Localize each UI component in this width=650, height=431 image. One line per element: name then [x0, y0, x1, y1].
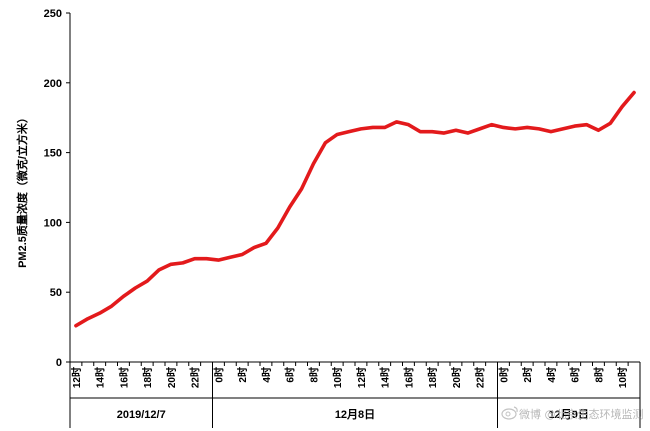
x-tick-label: 8时 [307, 367, 320, 383]
x-tick-label: 18时 [141, 367, 154, 388]
x-tick-label: 0时 [497, 367, 510, 383]
y-tick-label: 250 [44, 8, 62, 20]
watermark: 微博 @北京生态环境监测 [501, 406, 644, 421]
date-group-label: 12月9日 [549, 408, 589, 421]
x-tick-label: 8时 [592, 367, 605, 383]
y-tick-label: 50 [50, 287, 62, 299]
axes [69, 13, 640, 363]
x-tick-label: 22时 [189, 367, 202, 388]
x-tick-label: 20时 [450, 367, 463, 388]
x-tick-label: 14时 [379, 367, 392, 388]
x-tick-label: 10时 [331, 367, 344, 388]
y-tick-label: 150 [44, 148, 62, 160]
x-tick-label: 4时 [545, 367, 558, 383]
pm25-series-line [74, 90, 636, 328]
x-tick-label: 12时 [355, 367, 368, 388]
y-tick-label: 100 [44, 217, 62, 229]
date-group-label: 12月8日 [335, 408, 375, 421]
x-tick-label: 2时 [236, 367, 249, 383]
x-tick-label: 6时 [284, 367, 297, 383]
series-layer [74, 90, 636, 328]
x-tick-label: 18时 [426, 367, 439, 388]
y-axis-label: PM2.5质量浓度（微克/立方米） [15, 112, 29, 268]
y-tick-label: 200 [44, 78, 62, 90]
weibo-logo-icon [501, 406, 518, 420]
x-tick-label: 20时 [165, 367, 178, 388]
x-tick-label: 2时 [521, 367, 534, 383]
date-group-labels: 2019/12/7 12月8日 12月9日 [69, 362, 641, 428]
watermark-text: 微博 @北京生态环境监测 [519, 407, 644, 421]
x-tick-label: 16时 [117, 367, 130, 388]
x-tick-label: 16时 [402, 367, 415, 388]
x-tick-label: 10时 [616, 367, 629, 388]
y-axis-ticks: 0 50 100 150 200 250 [44, 8, 70, 369]
y-tick-label: 0 [56, 357, 62, 369]
x-tick-label: 0时 [212, 367, 225, 383]
date-group-label: 2019/12/7 [117, 409, 166, 421]
x-axis-ticks: 12时 14时 16时 18时 20时 22时 0时 2时 4时 6时 8时 10时 12时 14时 16时… [69, 362, 641, 388]
x-tick-label: 12时 [70, 367, 83, 388]
x-tick-label: 22时 [474, 367, 487, 388]
x-tick-label: 6时 [569, 367, 582, 383]
x-tick-label: 4时 [260, 367, 273, 383]
x-tick-label: 14时 [94, 367, 107, 388]
